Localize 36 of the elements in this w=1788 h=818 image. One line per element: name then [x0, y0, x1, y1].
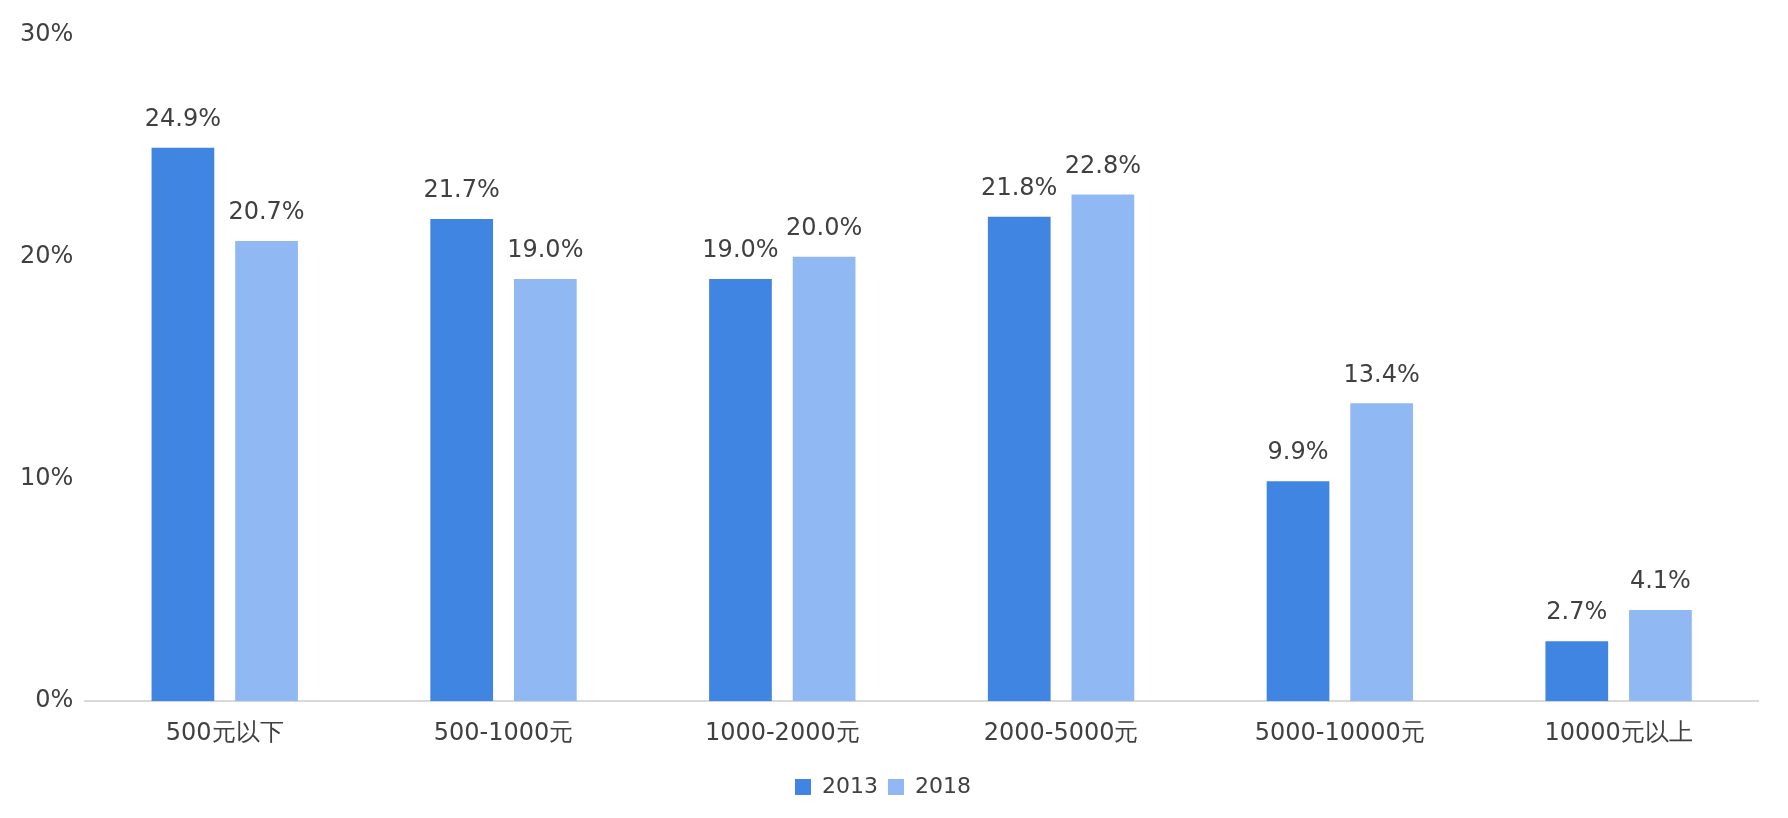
data-label: 24.9%	[144, 103, 222, 132]
bar	[792, 256, 856, 702]
data-label: 20.7%	[228, 197, 305, 226]
bar	[513, 278, 577, 702]
y-tick-label: 0%	[35, 685, 74, 714]
x-tick-label: 500-1000元	[433, 717, 574, 746]
data-label: 4.1%	[1629, 566, 1691, 595]
data-label: 21.8%	[981, 172, 1058, 201]
y-tick-label: 30%	[20, 18, 74, 47]
x-tick-label: 1000-2000元	[704, 717, 860, 746]
data-label: 19.0%	[702, 235, 779, 264]
data-label: 2.7%	[1546, 597, 1608, 626]
data-label: 13.4%	[1343, 359, 1420, 388]
data-label: 20.0%	[785, 212, 863, 241]
data-label: 9.9%	[1267, 437, 1329, 466]
bar	[1350, 403, 1414, 702]
bar	[709, 278, 772, 702]
bar	[235, 241, 298, 702]
bar	[1629, 610, 1692, 702]
data-label: 19.0%	[507, 235, 584, 264]
y-tick-label: 10%	[20, 463, 74, 492]
legend-label: 2018	[915, 772, 971, 798]
x-tick-label: 5000-10000元	[1254, 717, 1425, 746]
bar	[1545, 641, 1609, 702]
x-tick-label: 500元以下	[165, 717, 284, 746]
data-label: 21.7%	[423, 175, 500, 204]
data-label: 22.8%	[1064, 150, 1141, 179]
bar	[1071, 194, 1135, 702]
x-tick-label: 10000元以上	[1544, 717, 1693, 746]
bar	[151, 147, 215, 702]
y-tick-label: 20%	[20, 240, 74, 269]
bar	[1266, 481, 1330, 702]
legend-label: 2013	[822, 772, 879, 798]
bar	[987, 216, 1051, 702]
bar	[430, 218, 494, 702]
x-tick-label: 2000-5000元	[983, 717, 1139, 746]
